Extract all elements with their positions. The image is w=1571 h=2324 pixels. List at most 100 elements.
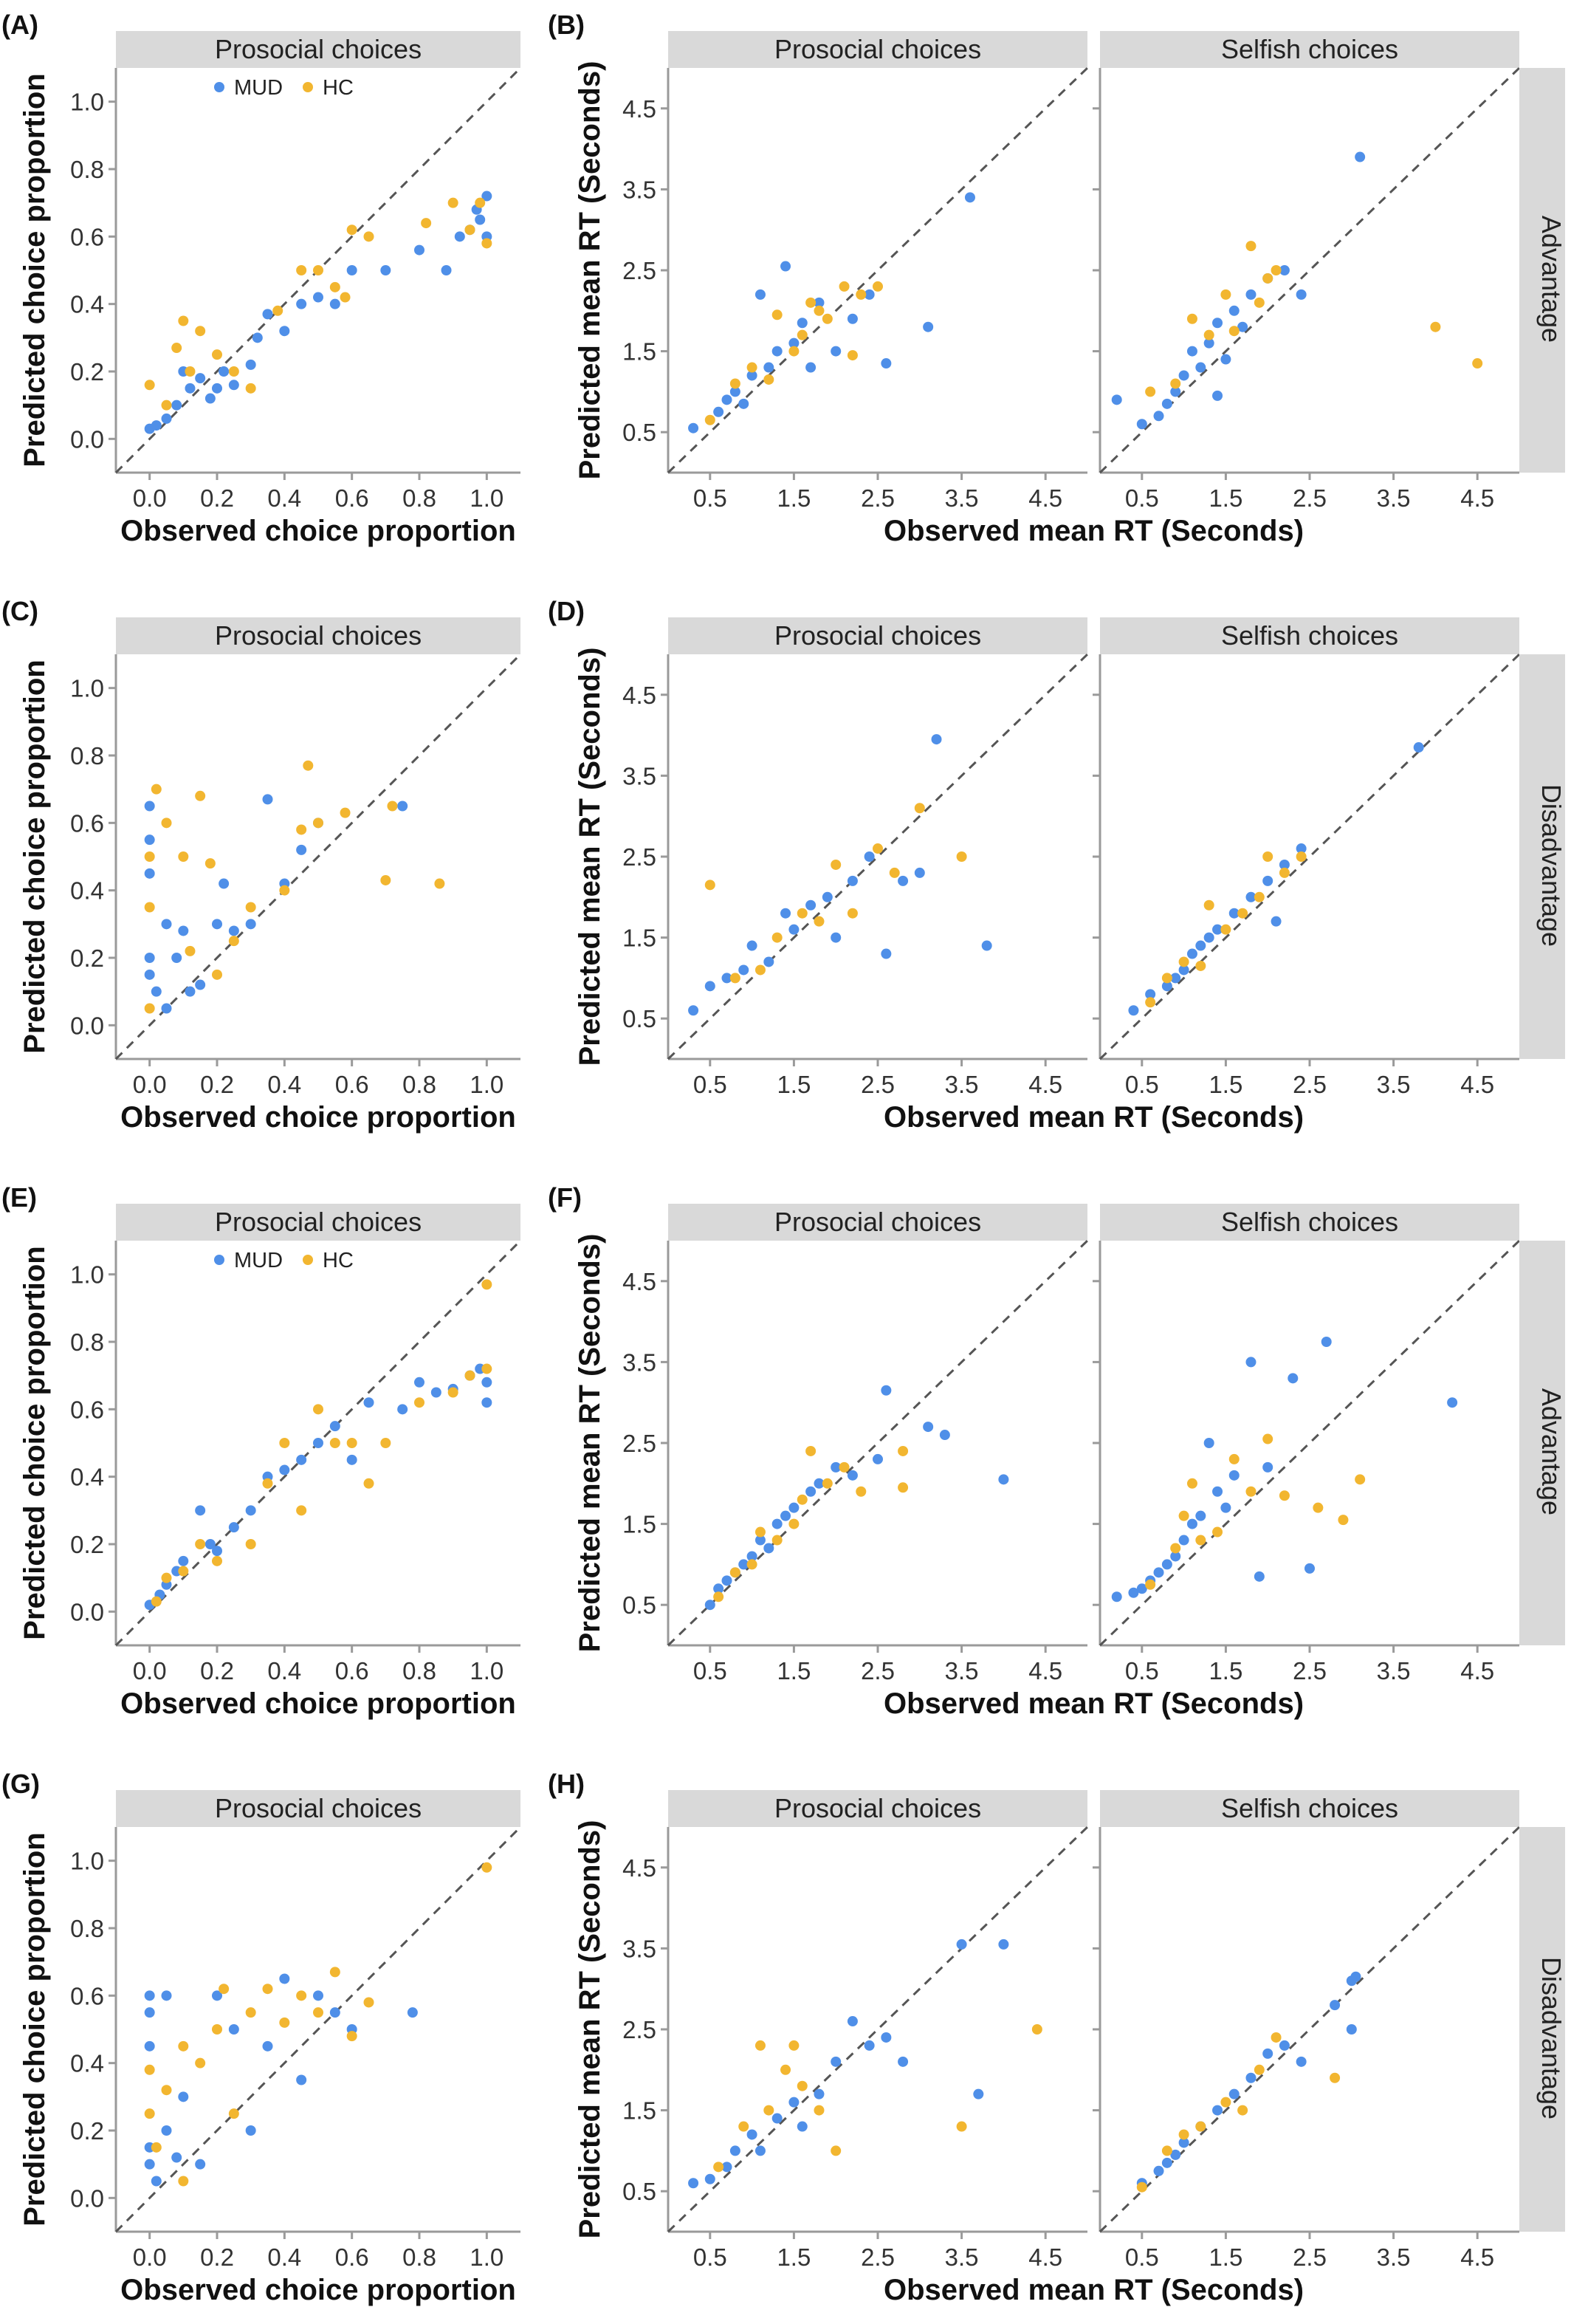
data-point-mud bbox=[1355, 151, 1366, 162]
data-point-hc bbox=[171, 343, 182, 354]
y-tick-label: 0.2 bbox=[70, 2117, 104, 2145]
data-point-mud bbox=[964, 192, 975, 203]
x-tick-label: 0.0 bbox=[133, 1071, 167, 1098]
data-point-mud bbox=[847, 313, 858, 324]
x-axis-title: Observed choice proportion bbox=[120, 515, 516, 547]
x-tick-label: 0.5 bbox=[1125, 2244, 1159, 2271]
data-point-mud bbox=[481, 191, 492, 202]
data-point-hc bbox=[161, 2085, 172, 2096]
data-point-hc bbox=[839, 281, 850, 292]
legend-marker-hc bbox=[303, 1255, 313, 1265]
x-tick-label: 0.8 bbox=[402, 2244, 436, 2271]
x-axis-title: Observed choice proportion bbox=[120, 1101, 516, 1134]
data-point-hc bbox=[161, 400, 172, 411]
data-point-hc bbox=[729, 1567, 740, 1578]
legend-label-mud: MUD bbox=[234, 76, 283, 100]
data-point-mud bbox=[144, 1990, 155, 2001]
data-point-mud bbox=[380, 265, 391, 275]
data-point-mud bbox=[414, 244, 424, 256]
data-point-mud bbox=[805, 1486, 817, 1497]
data-point-mud bbox=[219, 366, 230, 377]
facet-strip-label: Advantage bbox=[1536, 216, 1567, 343]
data-point-hc bbox=[1145, 1579, 1156, 1590]
data-point-hc bbox=[144, 902, 155, 913]
data-point-hc bbox=[313, 1404, 323, 1415]
data-point-hc bbox=[814, 916, 825, 927]
data-point-mud bbox=[397, 1404, 408, 1415]
data-point-hc bbox=[1161, 2145, 1172, 2156]
data-point-mud bbox=[414, 1377, 424, 1388]
y-tick-label: 1.5 bbox=[622, 925, 656, 952]
data-point-hc bbox=[144, 2108, 155, 2119]
data-point-mud bbox=[1245, 289, 1257, 300]
data-point-mud bbox=[441, 265, 452, 275]
y-tick-label: 1.5 bbox=[622, 1511, 656, 1538]
data-point-hc bbox=[363, 1997, 374, 2008]
y-tick-label: 3.5 bbox=[622, 762, 656, 789]
data-point-mud bbox=[195, 373, 206, 384]
data-point-hc bbox=[754, 1526, 766, 1538]
data-point-hc bbox=[956, 851, 967, 862]
x-tick-label: 4.5 bbox=[1028, 1071, 1062, 1098]
data-point-mud bbox=[1153, 2165, 1164, 2176]
data-point-hc bbox=[279, 885, 290, 896]
data-point-mud bbox=[212, 919, 222, 930]
data-point-hc bbox=[212, 2024, 222, 2035]
data-point-hc bbox=[1195, 2121, 1206, 2132]
facet-strip-background bbox=[1519, 68, 1565, 473]
legend-marker-hc bbox=[303, 82, 313, 92]
strip-label: Prosocial choices bbox=[215, 620, 422, 651]
data-point-mud bbox=[981, 940, 992, 951]
x-tick-label: 1.5 bbox=[777, 484, 811, 512]
data-point-hc bbox=[195, 790, 206, 801]
data-point-mud bbox=[475, 214, 486, 225]
data-point-mud bbox=[754, 1535, 766, 1546]
data-point-hc bbox=[889, 867, 900, 878]
data-point-mud bbox=[721, 1575, 732, 1586]
x-tick-label: 3.5 bbox=[945, 1657, 979, 1684]
data-point-hc bbox=[272, 305, 283, 316]
data-point-mud bbox=[704, 2173, 715, 2184]
data-point-mud bbox=[228, 2024, 239, 2035]
x-tick-label: 0.6 bbox=[335, 1071, 369, 1098]
data-point-mud bbox=[1262, 1461, 1273, 1473]
data-point-mud bbox=[1304, 1563, 1315, 1574]
data-point-mud bbox=[144, 834, 155, 846]
data-point-mud bbox=[797, 2121, 808, 2132]
data-point-mud bbox=[788, 924, 800, 935]
data-point-mud bbox=[1447, 1397, 1458, 1408]
data-point-mud bbox=[313, 1438, 323, 1448]
x-tick-label: 2.5 bbox=[1293, 2244, 1327, 2271]
x-tick-label: 1.5 bbox=[777, 1071, 811, 1098]
data-point-hc bbox=[1355, 1474, 1366, 1485]
strip-label: Prosocial choices bbox=[774, 620, 981, 651]
data-point-mud bbox=[262, 309, 273, 320]
data-point-hc bbox=[475, 197, 486, 208]
strip-background bbox=[116, 1790, 520, 1827]
data-point-mud bbox=[721, 394, 732, 405]
data-point-hc bbox=[447, 1387, 458, 1398]
data-point-mud bbox=[313, 1990, 323, 2001]
strip-background bbox=[1100, 1204, 1519, 1241]
strip-background bbox=[668, 617, 1087, 654]
data-point-hc bbox=[914, 803, 925, 814]
legend-marker-mud bbox=[214, 82, 224, 92]
data-point-mud bbox=[1296, 843, 1307, 854]
x-axis-title: Observed choice proportion bbox=[120, 2274, 516, 2306]
x-tick-label: 2.5 bbox=[1293, 484, 1327, 512]
data-point-hc bbox=[754, 964, 766, 976]
data-point-mud bbox=[252, 332, 263, 343]
data-point-hc bbox=[481, 1279, 492, 1290]
data-point-mud bbox=[814, 297, 825, 308]
data-point-mud bbox=[1262, 2048, 1273, 2059]
x-tick-label: 4.5 bbox=[1460, 1657, 1494, 1684]
data-point-mud bbox=[1228, 2088, 1240, 2100]
identity-line bbox=[114, 653, 522, 1060]
identity-line bbox=[1099, 653, 1521, 1060]
data-point-hc bbox=[245, 1539, 256, 1549]
data-point-mud bbox=[296, 844, 307, 855]
x-tick-label: 0.5 bbox=[693, 484, 727, 512]
data-point-mud bbox=[831, 932, 842, 943]
facet-strip-background bbox=[1519, 1241, 1565, 1645]
data-point-mud bbox=[161, 919, 172, 930]
